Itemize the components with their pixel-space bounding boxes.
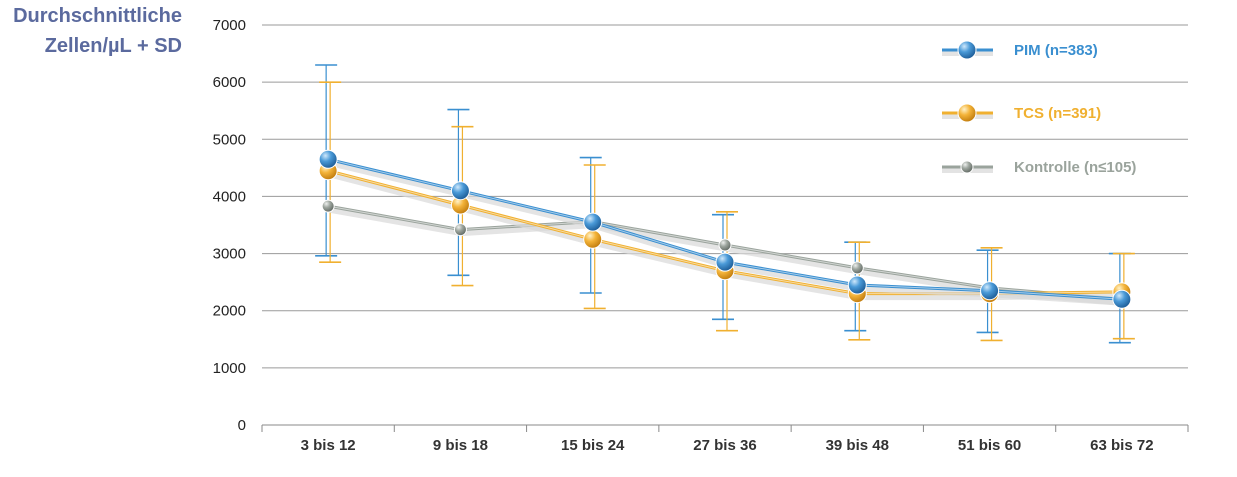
x-tick-label: 3 bis 12	[301, 437, 356, 454]
y-axis-title-line-2: Zellen/µL + SD	[45, 35, 182, 57]
legend-marker	[960, 160, 974, 174]
x-tick-label: 51 bis 60	[958, 437, 1021, 454]
data-point	[583, 212, 603, 232]
data-point	[318, 149, 338, 169]
data-point	[583, 229, 603, 249]
y-tick-label: 4000	[213, 188, 246, 205]
x-tick-label: 9 bis 18	[433, 437, 488, 454]
legend-label: TCS (n=391)	[1014, 105, 1101, 122]
data-point	[1112, 289, 1132, 309]
y-axis-ticks: 0 1000 2000 3000 4000 5000 6000 7000	[213, 17, 246, 434]
data-point	[715, 252, 735, 272]
y-axis-title: Durchschnittliche Zellen/µL + SD	[13, 5, 182, 57]
legend-label: Kontrolle (n≤105)	[1014, 159, 1136, 176]
gridlines	[262, 24, 1188, 369]
y-tick-label: 2000	[213, 303, 246, 320]
y-tick-label: 1000	[213, 360, 246, 377]
x-tick-label: 27 bis 36	[693, 437, 756, 454]
series-lines	[327, 157, 1124, 306]
data-point	[450, 181, 470, 201]
data-point	[453, 223, 467, 237]
x-tick-label: 15 bis 24	[561, 437, 625, 454]
x-tick-label: 39 bis 48	[826, 437, 889, 454]
x-axis	[261, 424, 1189, 432]
legend-marker	[957, 103, 977, 123]
data-point	[718, 238, 732, 252]
legend-label: PIM (n=383)	[1014, 42, 1098, 59]
data-point	[850, 261, 864, 275]
data-point	[847, 275, 867, 295]
y-axis-title-line-1: Durchschnittliche	[13, 5, 182, 27]
y-tick-label: 7000	[213, 17, 246, 34]
y-tick-label: 0	[238, 417, 246, 434]
x-axis-ticks: 3 bis 12 9 bis 18 15 bis 24 27 bis 36 39 bis…	[301, 437, 1154, 454]
data-point	[980, 281, 1000, 301]
y-tick-label: 3000	[213, 246, 246, 263]
y-tick-label: 5000	[213, 131, 246, 148]
x-tick-label: 63 bis 72	[1090, 437, 1153, 454]
legend-marker	[957, 40, 977, 60]
data-point	[321, 199, 335, 213]
data-points	[318, 149, 1132, 309]
legend: PIM (n=383) TCS (n=391) Kontrolle (n≤105)	[942, 40, 1136, 176]
y-tick-label: 6000	[213, 74, 246, 91]
